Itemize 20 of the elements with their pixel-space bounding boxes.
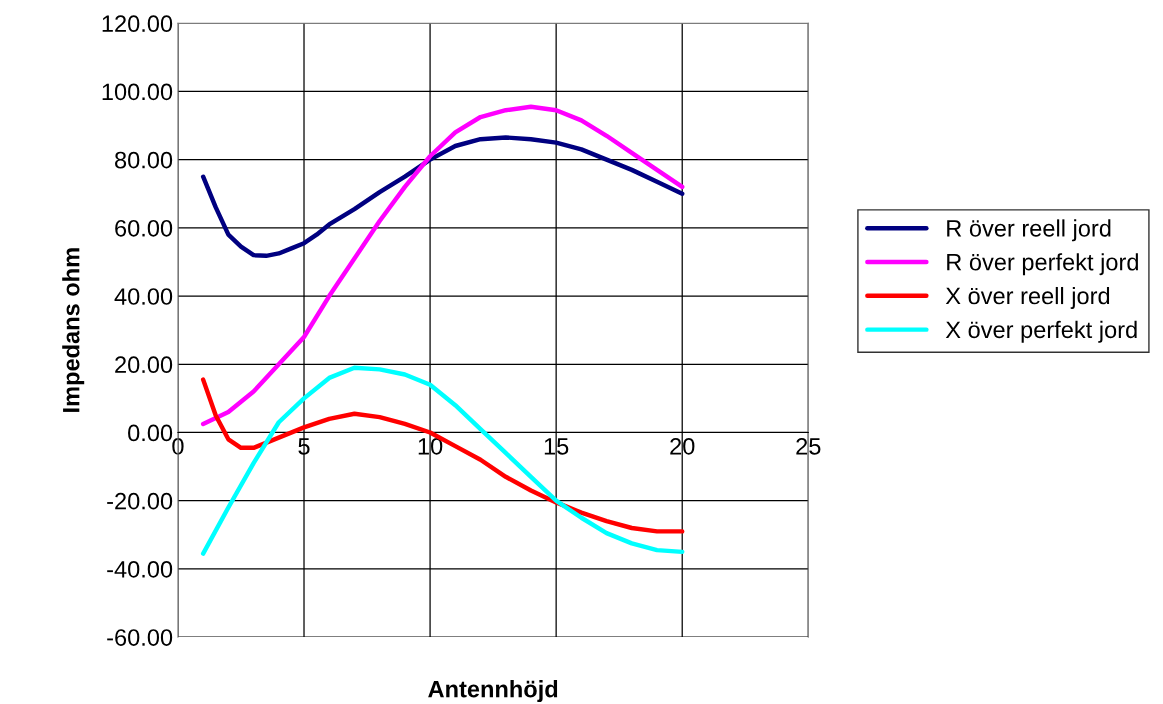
y-tick-label: 60.00 <box>115 219 173 237</box>
y-axis-title: Impedans ohm <box>62 248 85 412</box>
legend-label: X över perfekt jord <box>945 320 1137 343</box>
y-tick-label: 20.00 <box>115 356 173 374</box>
line-series <box>200 135 685 259</box>
y-tick-label: 40.00 <box>114 288 173 305</box>
y-tick-label: 0.00 <box>128 424 173 442</box>
legend-label: X över reell jord <box>945 286 1110 309</box>
y-tick-label: 100.00 <box>102 83 173 101</box>
x-axis-title: Antennhöjd <box>428 680 558 703</box>
y-tick-label: 80.00 <box>115 151 173 169</box>
y-tick-label: -60.00 <box>107 629 173 646</box>
y-tick-label: -20.00 <box>107 492 173 510</box>
legend-label: R över perfekt jord <box>947 253 1138 276</box>
y-tick-label: -40.00 <box>107 560 173 578</box>
y-tick-label: 120.00 <box>102 15 173 33</box>
legend-label: R över reell jord <box>947 219 1111 242</box>
x-tick-label: 0 <box>172 437 184 455</box>
x-tick-label: 25 <box>796 437 821 455</box>
line-series <box>200 104 685 427</box>
